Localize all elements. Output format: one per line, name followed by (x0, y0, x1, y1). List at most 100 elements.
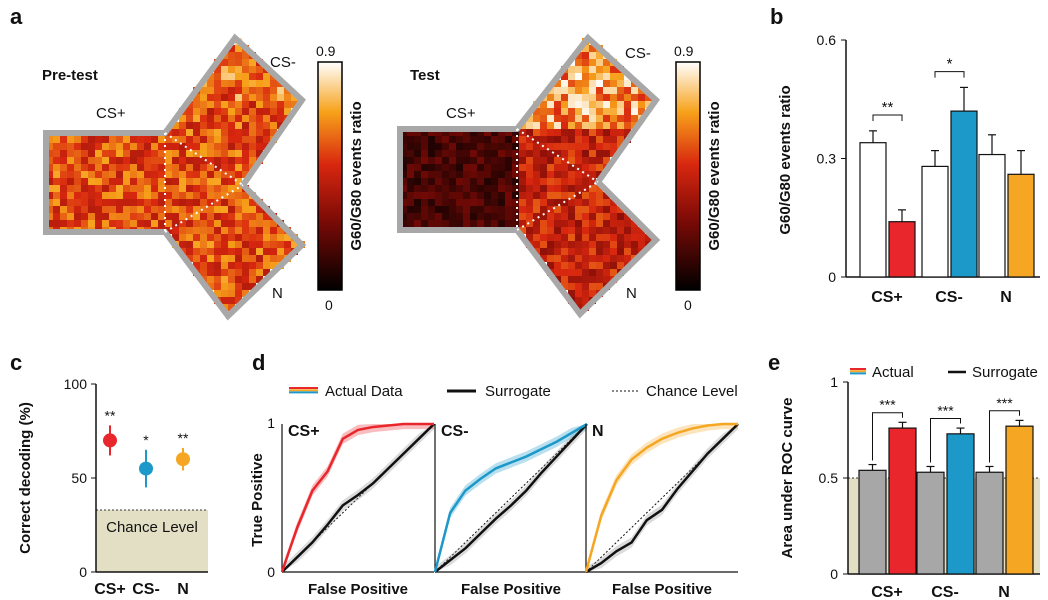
heatmap-cell (428, 220, 435, 227)
auc-chart-e: 0 0.5 1 Area under ROC curve Actual Surrogate… (779, 364, 1040, 600)
heatmap-cell (249, 220, 256, 227)
heatmap-cell (554, 255, 561, 262)
heatmap-cell (193, 101, 200, 108)
heatmap-cell (214, 255, 221, 262)
heatmap-cell (575, 73, 582, 80)
heatmap-cell (484, 178, 491, 185)
heatmap-cell (568, 255, 575, 262)
heatmap-cell (102, 206, 109, 213)
heatmap-cell (484, 143, 491, 150)
heatmap-cell (582, 108, 589, 115)
heatmap-cell (519, 213, 526, 220)
heatmap-cell (575, 297, 582, 304)
heatmap-cell (582, 262, 589, 269)
heatmap-cell (102, 136, 109, 143)
heatmap-cell (596, 122, 603, 129)
heatmap-cell (589, 283, 596, 290)
heatmap-cell (109, 136, 116, 143)
heatmap-cell (221, 241, 228, 248)
heatmap-cell (165, 220, 172, 227)
heatmap-cell (193, 122, 200, 129)
heatmap-cell (158, 171, 165, 178)
heatmap-cell (263, 94, 270, 101)
heatmap-cell (46, 150, 53, 157)
heatmap-cell (547, 150, 554, 157)
heatmap-cell (617, 136, 624, 143)
heatmap-cell (603, 66, 610, 73)
heatmap-cell (554, 206, 561, 213)
heatmap-cell (235, 269, 242, 276)
heatmap-cell (221, 248, 228, 255)
heatmap-cell (116, 220, 123, 227)
heatmap-cell (186, 129, 193, 136)
heatmap-cell (596, 192, 603, 199)
heatmap-cell (242, 269, 249, 276)
heatmap-cell (214, 199, 221, 206)
heatmap-cell (270, 220, 277, 227)
heatmap-cell (582, 178, 589, 185)
heatmap-cell (81, 150, 88, 157)
heatmap-cell (228, 136, 235, 143)
heatmap-cell (617, 115, 624, 122)
heatmap-cell (249, 157, 256, 164)
heatmap-cell (249, 115, 256, 122)
heatmap-cell (74, 171, 81, 178)
heatmap-cell (137, 220, 144, 227)
heatmap-title: Pre-test (42, 67, 98, 84)
heatmap-cell (186, 255, 193, 262)
heatmap-cell (60, 157, 67, 164)
y-tick-label: 100 (64, 376, 88, 392)
heatmap-cell (540, 178, 547, 185)
heatmap-cell (589, 73, 596, 80)
heatmap-cell (547, 122, 554, 129)
heatmap-cell (207, 206, 214, 213)
heatmap-cell (207, 115, 214, 122)
heatmap-cell (561, 94, 568, 101)
heatmap-cell (228, 108, 235, 115)
heatmap-cell (477, 129, 484, 136)
heatmap-cell (207, 164, 214, 171)
center-divider (164, 132, 244, 233)
heatmap-cell (242, 192, 249, 199)
heatmap-cell (158, 136, 165, 143)
heatmap-cell (207, 262, 214, 269)
heatmap-cell (46, 178, 53, 185)
heatmap-cell (137, 199, 144, 206)
heatmap-cell (603, 94, 610, 101)
heatmap-cell (617, 227, 624, 234)
heatmap-cell (277, 115, 284, 122)
heatmap-cell (596, 108, 603, 115)
heatmap-cell (533, 171, 540, 178)
heatmap-cell (589, 101, 596, 108)
heatmap-cell (470, 213, 477, 220)
heatmap-cell (554, 143, 561, 150)
heatmap-cell (249, 150, 256, 157)
heatmap-cell (193, 129, 200, 136)
heatmap-cell (221, 73, 228, 80)
heatmap-cell (193, 206, 200, 213)
heatmap-cell (456, 171, 463, 178)
significance-bracket (989, 410, 1020, 463)
heatmap-cell (214, 248, 221, 255)
heatmap-cell (242, 101, 249, 108)
heatmap-cell (582, 115, 589, 122)
heatmap-cell (200, 213, 207, 220)
heatmap-cell (610, 262, 617, 269)
heatmap-cell (568, 248, 575, 255)
heatmap-cell (603, 213, 610, 220)
heatmap-cell (130, 164, 137, 171)
heatmap-cell (631, 227, 638, 234)
heatmap-cell (554, 248, 561, 255)
heatmap-cell (81, 199, 88, 206)
heatmap-cell (421, 157, 428, 164)
heatmap-cell (582, 185, 589, 192)
heatmap-cell (575, 185, 582, 192)
heatmap-cell (561, 283, 568, 290)
heatmap-cell (610, 150, 617, 157)
heatmap-cell (568, 192, 575, 199)
heatmap-cell (228, 94, 235, 101)
heatmap-cell (221, 136, 228, 143)
heatmap-cell (442, 220, 449, 227)
heatmap-cell (291, 101, 298, 108)
heatmap-cell (249, 283, 256, 290)
